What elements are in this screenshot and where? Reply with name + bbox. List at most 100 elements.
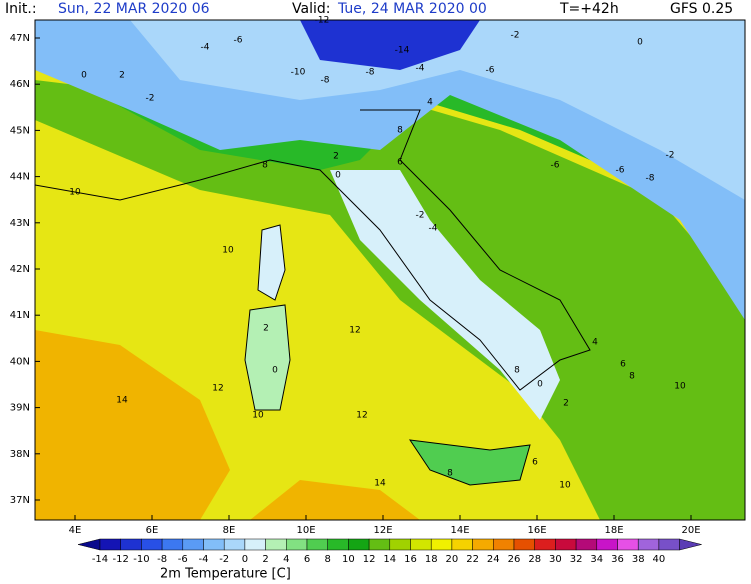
lon-label: 18E: [604, 525, 623, 536]
legend-label: 0: [242, 554, 248, 565]
contour-label: -8: [321, 76, 330, 86]
legend-label: 32: [570, 554, 583, 565]
legend-swatch: [617, 538, 639, 551]
legend-swatch: [120, 538, 142, 551]
legend-swatch: [637, 538, 660, 551]
contour-label: -14: [395, 46, 410, 56]
legend-swatch: [389, 538, 411, 551]
contour-label: 12: [349, 326, 360, 336]
legend-swatch: [368, 538, 391, 551]
lat-label: 40N: [10, 356, 30, 367]
contour-label: -8: [646, 174, 655, 184]
contour-label: 10: [674, 382, 686, 392]
contour-label: -6: [616, 166, 625, 176]
legend-label: -8: [157, 554, 167, 565]
legend-label: -4: [199, 554, 209, 565]
lat-label: 45N: [10, 125, 30, 136]
contour-label: 2: [563, 399, 569, 409]
lon-label: 6E: [146, 525, 159, 536]
contour-label: -4: [429, 224, 438, 234]
contour-label: 2: [333, 152, 339, 162]
legend-swatch: [430, 538, 453, 551]
contour-label: 8: [629, 372, 635, 382]
lat-label: 42N: [10, 264, 30, 275]
legend-label: 40: [653, 554, 666, 565]
legend-label: 24: [487, 554, 500, 565]
legend-swatch: [472, 538, 494, 551]
legend-swatch: [141, 538, 163, 551]
contour-label: 10: [222, 246, 234, 256]
contour-label: -8: [366, 68, 375, 78]
contour-label: 14: [116, 396, 128, 406]
legend-swatch: [223, 538, 246, 551]
contour-label: 2: [263, 324, 269, 334]
step: T=+42h: [559, 1, 619, 17]
legend-swatch: [161, 538, 184, 551]
legend-label: -6: [178, 554, 188, 565]
legend-label: 36: [611, 554, 624, 565]
legend-swatch: [575, 538, 598, 551]
contour-label: 8: [514, 366, 520, 376]
lat-label: 39N: [10, 403, 30, 414]
map-field: [35, 20, 745, 520]
legend-swatch: [679, 538, 702, 551]
contour-label: 10: [252, 411, 264, 421]
legend-label: 14: [383, 554, 396, 565]
init-date: Sun, 22 MAR 2020 06: [58, 1, 210, 17]
legend-label: -14: [92, 554, 108, 565]
contour-label: 6: [532, 458, 538, 468]
legend-label: 34: [590, 554, 603, 565]
contour-label: 10: [69, 188, 81, 198]
lat-label: 43N: [10, 218, 30, 229]
contour-label: -6: [486, 66, 495, 76]
contour-label: 8: [262, 161, 268, 171]
lat-label: 44N: [10, 172, 30, 183]
legend-label: 12: [363, 554, 376, 565]
contour-label: -10: [291, 68, 306, 78]
lon-label: 10E: [296, 525, 315, 536]
lat-label: 46N: [10, 79, 30, 90]
contour-label: 0: [272, 366, 278, 376]
lon-label: 8E: [223, 525, 236, 536]
legend-swatch: [493, 538, 515, 551]
contour-label: 0: [637, 38, 643, 48]
contour-label: 14: [374, 479, 386, 489]
legend-swatch: [596, 538, 618, 551]
legend-title: 2m Temperature [C]: [160, 567, 291, 581]
legend-label: 30: [549, 554, 562, 565]
legend-swatch: [77, 538, 101, 551]
legend-label: 16: [404, 554, 417, 565]
legend-swatch: [555, 538, 577, 551]
legend-swatch: [244, 538, 266, 551]
lon-label: 20E: [681, 525, 700, 536]
legend-label: 6: [304, 554, 310, 565]
legend-swatch: [286, 538, 308, 551]
lat-label: 47N: [10, 33, 30, 44]
legend-swatch: [658, 538, 680, 551]
contour-label: 12: [356, 411, 367, 421]
lat-label: 37N: [10, 495, 30, 506]
legend-label: 22: [466, 554, 479, 565]
lat-label: 41N: [10, 310, 30, 321]
contour-label: -2: [416, 211, 425, 221]
contour-label: 0: [335, 171, 341, 181]
contour-label: 2: [119, 71, 125, 81]
model: GFS 0.25: [670, 1, 733, 17]
contour-label: -2: [511, 31, 520, 41]
legend-swatch: [182, 538, 204, 551]
contour-label: 12: [212, 384, 223, 394]
legend-label: 2: [262, 554, 268, 565]
contour-label: -6: [551, 161, 560, 171]
valid-label: Valid:: [292, 1, 330, 17]
legend-swatch: [99, 538, 121, 551]
contour-label: -6: [234, 36, 243, 46]
contour-label: 6: [397, 158, 403, 168]
contour-label: 8: [397, 126, 403, 136]
legend-label: 8: [325, 554, 331, 565]
contour-label: 4: [592, 338, 598, 348]
legend-label: 20: [446, 554, 459, 565]
contour-label: -2: [146, 94, 155, 104]
legend-label: 28: [528, 554, 541, 565]
lon-label: 4E: [69, 525, 82, 536]
